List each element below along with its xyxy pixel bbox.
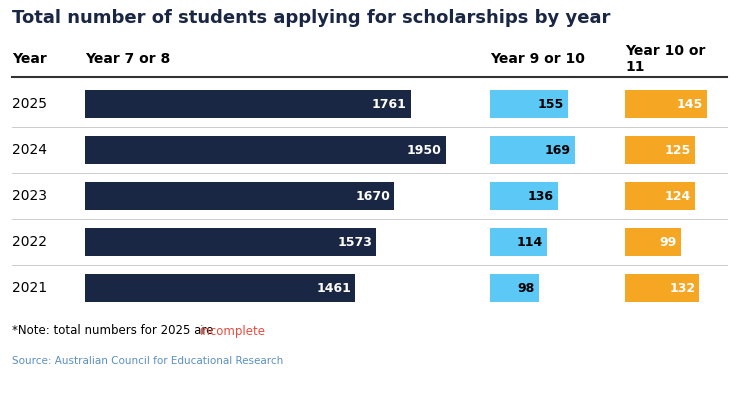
Text: 1461: 1461 [316, 282, 351, 294]
Text: 132: 132 [669, 282, 695, 294]
Text: 1950: 1950 [407, 144, 442, 156]
Text: 98: 98 [518, 282, 535, 294]
Text: 1573: 1573 [337, 235, 372, 249]
Text: Source: Australian Council for Educational Research: Source: Australian Council for Education… [12, 356, 283, 366]
Bar [490, 182, 558, 210]
Text: Year 7 or 8: Year 7 or 8 [85, 52, 170, 66]
Text: 2025: 2025 [12, 97, 47, 111]
Text: 2024: 2024 [12, 143, 47, 157]
Bar [85, 136, 446, 164]
Bar [625, 228, 681, 256]
Text: 11: 11 [625, 60, 644, 74]
Bar [490, 136, 574, 164]
Bar [490, 274, 539, 302]
Text: Total number of students applying for scholarships by year: Total number of students applying for sc… [12, 9, 610, 27]
Text: 1761: 1761 [372, 97, 406, 111]
Bar [625, 274, 699, 302]
Text: 2023: 2023 [12, 189, 47, 203]
Bar [85, 274, 355, 302]
Bar [85, 228, 376, 256]
Text: 1670: 1670 [355, 190, 390, 203]
Text: 114: 114 [517, 235, 543, 249]
Text: 136: 136 [528, 190, 554, 203]
Text: Year: Year [12, 52, 47, 66]
Text: 169: 169 [545, 144, 571, 156]
Bar [85, 182, 394, 210]
Text: Year 10 or: Year 10 or [625, 44, 705, 58]
Text: 99: 99 [659, 235, 677, 249]
Text: 155: 155 [537, 97, 564, 111]
Bar [625, 182, 695, 210]
Text: 2022: 2022 [12, 235, 47, 249]
Text: 125: 125 [665, 144, 691, 156]
Text: 145: 145 [676, 97, 703, 111]
Bar [625, 136, 695, 164]
Bar [625, 90, 706, 118]
Text: 2021: 2021 [12, 281, 47, 295]
Text: *Note: total numbers for 2025 are: *Note: total numbers for 2025 are [12, 324, 217, 338]
Bar [490, 90, 568, 118]
Bar [490, 228, 547, 256]
Text: Year 9 or 10: Year 9 or 10 [490, 52, 585, 66]
Bar [85, 90, 411, 118]
Text: incomplete: incomplete [200, 324, 266, 338]
Text: 124: 124 [664, 190, 691, 203]
